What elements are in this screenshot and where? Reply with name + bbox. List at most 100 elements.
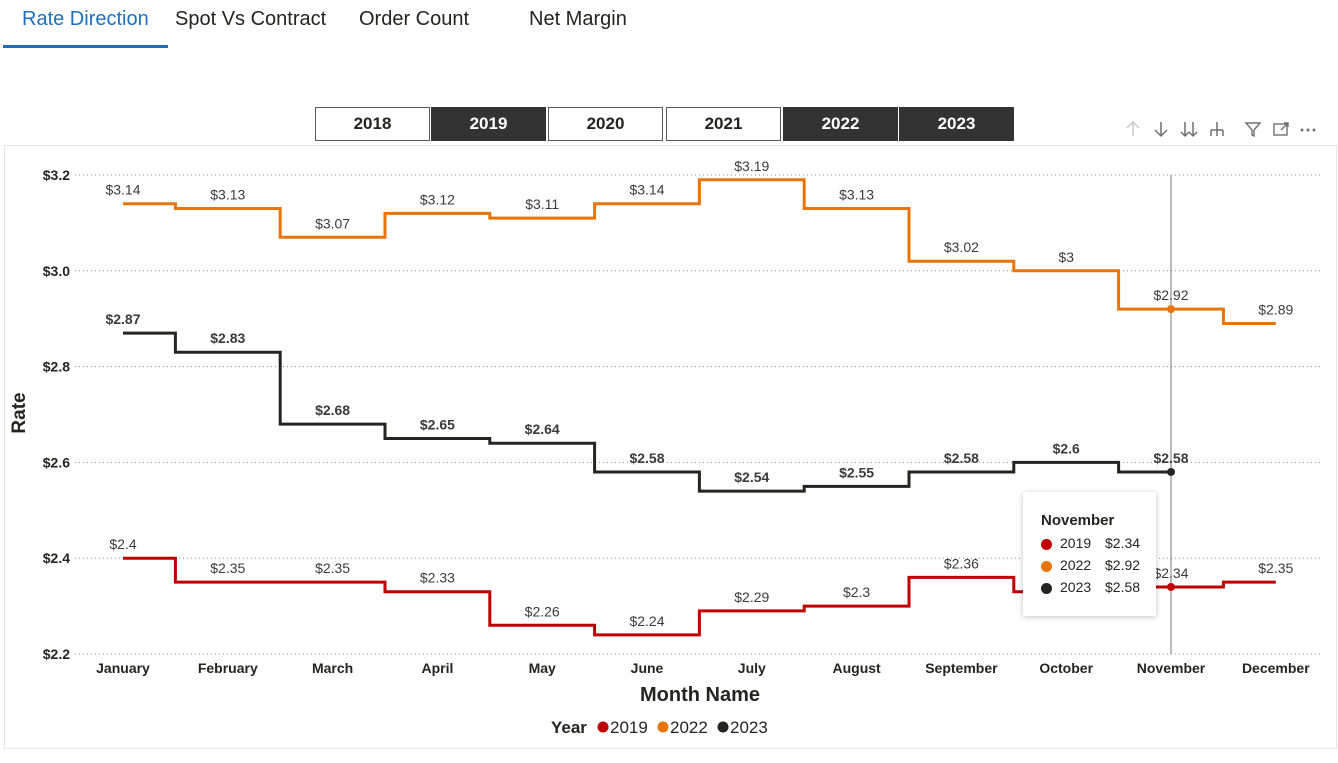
hover-point-2019 [1167, 582, 1175, 591]
tooltip-dot-2022 [1041, 561, 1052, 572]
x-tick-label: June [631, 660, 664, 676]
x-tick-label: September [925, 660, 998, 676]
data-label: $3.14 [105, 182, 140, 198]
data-label: $2.58 [629, 450, 664, 466]
data-label: $2.54 [734, 469, 769, 485]
data-label: $3.13 [210, 187, 245, 203]
y-tick-label: $2.2 [43, 646, 70, 662]
tab-spot-vs-contract[interactable]: Spot Vs Contract [175, 8, 327, 30]
data-label: $2.89 [1258, 301, 1293, 317]
data-label: $2.87 [105, 311, 140, 327]
data-label: $2.33 [420, 570, 455, 586]
tooltip-value: $2.58 [1105, 579, 1141, 595]
legend-label: 2019 [610, 718, 648, 737]
data-label: $2.3 [843, 584, 870, 600]
tooltip-year: 2023 [1060, 579, 1092, 595]
focus-mode-icon[interactable] [1270, 120, 1292, 142]
hover-points [1167, 305, 1175, 591]
data-label: $2.26 [525, 603, 560, 619]
data-label: $3.14 [629, 182, 664, 198]
data-label: $2.35 [210, 560, 245, 576]
tooltip-dot-2019 [1041, 539, 1052, 550]
series-line-2023 [123, 331, 1171, 493]
hierarchy-expand-icon[interactable] [1206, 120, 1228, 142]
hover-point-2022 [1167, 305, 1175, 314]
legend-marker-2019 [597, 721, 609, 733]
y-tick-label: $2.8 [43, 359, 70, 375]
slicer-year-2019[interactable]: 2019 [431, 107, 546, 141]
x-tick-label: April [421, 660, 453, 676]
legend-label: 2022 [670, 718, 708, 737]
x-tick-label: May [529, 660, 556, 676]
tab-rate-direction[interactable]: Rate Direction [22, 8, 149, 30]
arrow-down-icon[interactable] [1150, 120, 1172, 142]
tooltip-year: 2022 [1060, 557, 1092, 573]
data-label: $2.92 [1153, 287, 1188, 303]
data-label: $2.58 [1153, 450, 1188, 466]
data-label: $3.11 [525, 196, 559, 212]
x-tick-label: December [1242, 660, 1310, 676]
tab-net-margin[interactable]: Net Margin [529, 8, 627, 30]
y-axis-title: Rate [9, 392, 30, 433]
data-label: $3.13 [839, 187, 874, 203]
data-label: $2.55 [839, 464, 874, 480]
data-labels: $2.4 $2.35 $2.35 $2.33 $2.26 $2.24 $2.29 $2.3 $2… [105, 158, 1293, 629]
data-label: $2.24 [629, 613, 664, 629]
tooltip-title: November [1041, 512, 1115, 529]
x-tick-label: July [738, 660, 766, 676]
tooltip-value: $2.92 [1105, 557, 1141, 573]
data-label: $2.65 [420, 416, 455, 432]
y-tick-label: $2.4 [43, 550, 70, 566]
tab-order-count[interactable]: Order Count [359, 8, 470, 30]
y-axis-ticks: $2.2 $2.4 $2.6 $2.8 $3.0 $3.2 [43, 167, 70, 662]
y-tick-label: $2.6 [43, 454, 70, 470]
x-tick-label: August [832, 660, 881, 676]
legend-marker-2022 [657, 721, 669, 733]
tooltip-dot-2023 [1041, 583, 1052, 594]
hover-point-2023 [1167, 467, 1175, 476]
chart-visual-container [4, 145, 1337, 749]
legend-label: 2023 [730, 718, 768, 737]
data-label: $3 [1058, 249, 1074, 265]
legend-title: Year [551, 718, 587, 737]
data-label: $2.68 [315, 402, 350, 418]
data-label: $2.35 [315, 560, 350, 576]
x-tick-label: March [312, 660, 353, 676]
legend-marker-2023 [717, 721, 729, 733]
tooltip-year: 2019 [1060, 535, 1092, 551]
slicer-year-2021[interactable]: 2021 [666, 107, 781, 141]
data-label: $2.6 [1053, 440, 1080, 456]
data-label: $2.35 [1258, 560, 1293, 576]
data-label: $2.36 [944, 555, 979, 571]
data-label: $2.83 [210, 330, 245, 346]
slicer-year-2022[interactable]: 2022 [783, 107, 898, 141]
double-arrow-down-icon[interactable] [1178, 120, 1200, 142]
x-axis-ticks: January February March April May June July Augu… [96, 660, 1310, 676]
x-tick-label: February [198, 660, 258, 676]
data-label: $3.07 [315, 215, 350, 231]
data-label: $2.4 [109, 536, 136, 552]
data-label: $3.12 [420, 191, 455, 207]
y-tick-label: $3.0 [43, 263, 70, 279]
data-label: $2.64 [525, 421, 560, 437]
slicer-year-2018[interactable]: 2018 [315, 107, 430, 141]
data-label: $2.29 [734, 589, 769, 605]
slicer-year-2023[interactable]: 2023 [899, 107, 1014, 141]
data-label: $3.02 [944, 239, 979, 255]
x-tick-label: November [1137, 660, 1206, 676]
report-tabs: Rate Direction Spot Vs Contract Order Co… [0, 0, 1338, 50]
slicer-year-2020[interactable]: 2020 [548, 107, 663, 141]
x-axis-title: Month Name [640, 684, 760, 706]
series-line-2022 [123, 178, 1276, 325]
visual-header [1122, 120, 1332, 142]
data-label: $3.19 [734, 158, 769, 174]
more-options-icon[interactable] [1297, 120, 1319, 142]
data-label: $2.58 [944, 450, 979, 466]
data-label: $2.34 [1153, 565, 1188, 581]
active-tab-indicator [3, 45, 168, 48]
arrow-up-icon[interactable] [1122, 120, 1144, 142]
legend: Year 2019 2022 2023 [551, 718, 768, 737]
filter-icon[interactable] [1242, 120, 1264, 142]
x-tick-label: October [1039, 660, 1093, 676]
